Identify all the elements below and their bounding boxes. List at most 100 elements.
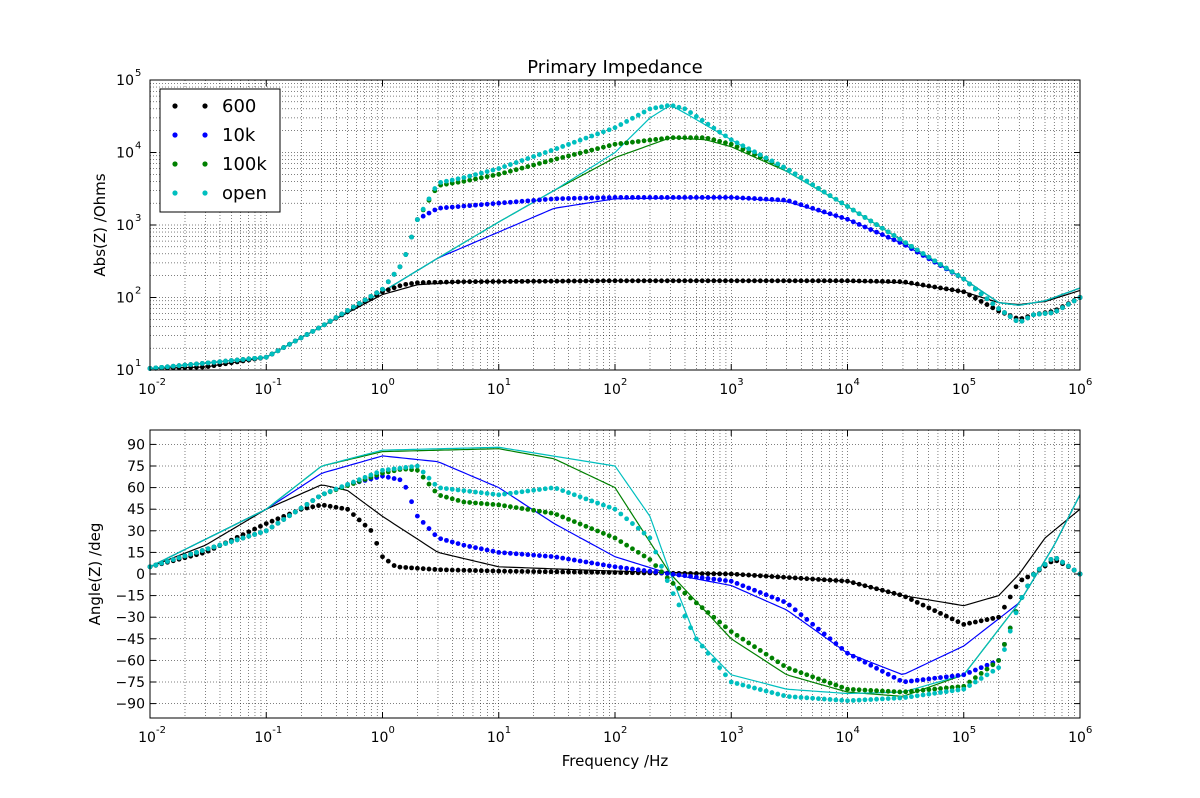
data-point-100k (786, 666, 792, 671)
data-point-open (618, 511, 624, 517)
data-point-open (513, 160, 519, 165)
data-point-600 (513, 279, 519, 284)
data-point-100k (496, 171, 502, 177)
data-point-open (688, 625, 693, 631)
data-point-600 (885, 279, 891, 284)
data-point-600 (920, 282, 926, 288)
data-point-600 (909, 280, 914, 286)
data-point-600 (403, 565, 409, 570)
data-point-100k (914, 688, 920, 694)
data-point-600 (705, 571, 711, 577)
data-point-600 (461, 567, 467, 573)
data-point-100k (856, 687, 862, 693)
data-point-10k (537, 553, 542, 558)
data-point-open (746, 146, 752, 152)
y-tick-label: 45 (127, 502, 145, 518)
data-point-600 (897, 592, 903, 598)
data-point-open (234, 537, 240, 543)
data-point-600 (438, 567, 444, 573)
data-point-600 (612, 570, 618, 575)
x-tick-exponent: -2 (156, 377, 166, 388)
legend-box (159, 88, 281, 213)
data-point-open (496, 492, 502, 498)
data-point-600 (484, 279, 490, 284)
data-point-100k (723, 624, 728, 630)
data-point-100k (670, 581, 676, 586)
data-point-open (426, 475, 432, 481)
data-point-10k (624, 195, 630, 200)
data-point-600 (525, 278, 531, 284)
data-point-600 (845, 278, 850, 284)
y-tick-label: 10 (116, 363, 134, 379)
data-point-600 (589, 278, 595, 284)
x-tick-label: 10 (952, 382, 970, 398)
data-point-100k (507, 504, 513, 510)
data-point-100k (874, 688, 879, 694)
data-point-600 (868, 584, 874, 590)
data-point-open (670, 103, 676, 109)
data-point-open (1025, 315, 1031, 321)
x-tick-exponent: 5 (970, 377, 976, 388)
data-point-600 (943, 286, 949, 292)
data-point-10k (845, 216, 850, 222)
data-point-open (455, 176, 461, 182)
data-point-open (478, 490, 484, 496)
data-point-10k (961, 672, 967, 678)
x-tick-exponent: 3 (737, 725, 743, 736)
data-point-open (717, 129, 723, 135)
data-point-open (310, 498, 316, 504)
data-point-600 (914, 599, 920, 605)
data-point-10k (891, 674, 897, 680)
x-tick-exponent: 4 (854, 725, 860, 736)
data-point-open (287, 341, 292, 347)
legend: 600 10k 100k open (159, 88, 281, 213)
data-point-open (932, 258, 938, 264)
data-point-open (676, 602, 682, 608)
data-point-600 (1002, 604, 1007, 610)
data-point-600 (984, 617, 990, 623)
x-tick-label: 10 (952, 730, 970, 746)
data-point-10k (955, 673, 961, 678)
data-point-open (949, 688, 955, 694)
data-point-open (606, 127, 612, 133)
data-point-100k (554, 512, 560, 517)
data-point-open (467, 173, 473, 179)
data-point-100k (612, 535, 618, 541)
data-point-open (717, 665, 723, 671)
data-point-600 (723, 278, 728, 284)
data-point-600 (444, 567, 449, 573)
data-point-open (723, 672, 728, 678)
data-point-100k (618, 141, 624, 146)
data-point-10k (641, 568, 647, 573)
x-tick-exponent: 2 (621, 725, 627, 736)
data-point-100k (525, 507, 531, 512)
data-point-600 (967, 292, 972, 298)
x-tick-label: 10 (836, 730, 854, 746)
data-point-open (374, 290, 380, 296)
data-point-600 (635, 278, 641, 284)
data-point-open (432, 481, 438, 487)
data-point-100k (949, 685, 955, 690)
data-point-600 (978, 298, 984, 304)
data-point-600 (891, 590, 897, 596)
data-point-600 (850, 580, 856, 586)
data-point-600 (781, 574, 786, 580)
top-measured-points (147, 103, 1083, 371)
data-point-open (333, 486, 339, 492)
data-point-open (862, 697, 868, 703)
data-point-10k (478, 202, 484, 208)
data-point-600 (385, 287, 391, 293)
data-point-600 (932, 608, 938, 614)
data-point-600 (205, 364, 211, 369)
data-point-100k (630, 139, 635, 145)
data-point-600 (693, 571, 699, 576)
data-point-600 (961, 622, 967, 627)
y-tick-label: 30 (127, 524, 145, 540)
data-point-open (641, 530, 647, 536)
data-point-100k (938, 686, 943, 691)
data-point-10k (467, 544, 473, 549)
data-point-open (693, 636, 699, 642)
data-point-10k (693, 574, 699, 580)
data-point-100k (589, 526, 595, 532)
data-point-open (868, 218, 874, 224)
